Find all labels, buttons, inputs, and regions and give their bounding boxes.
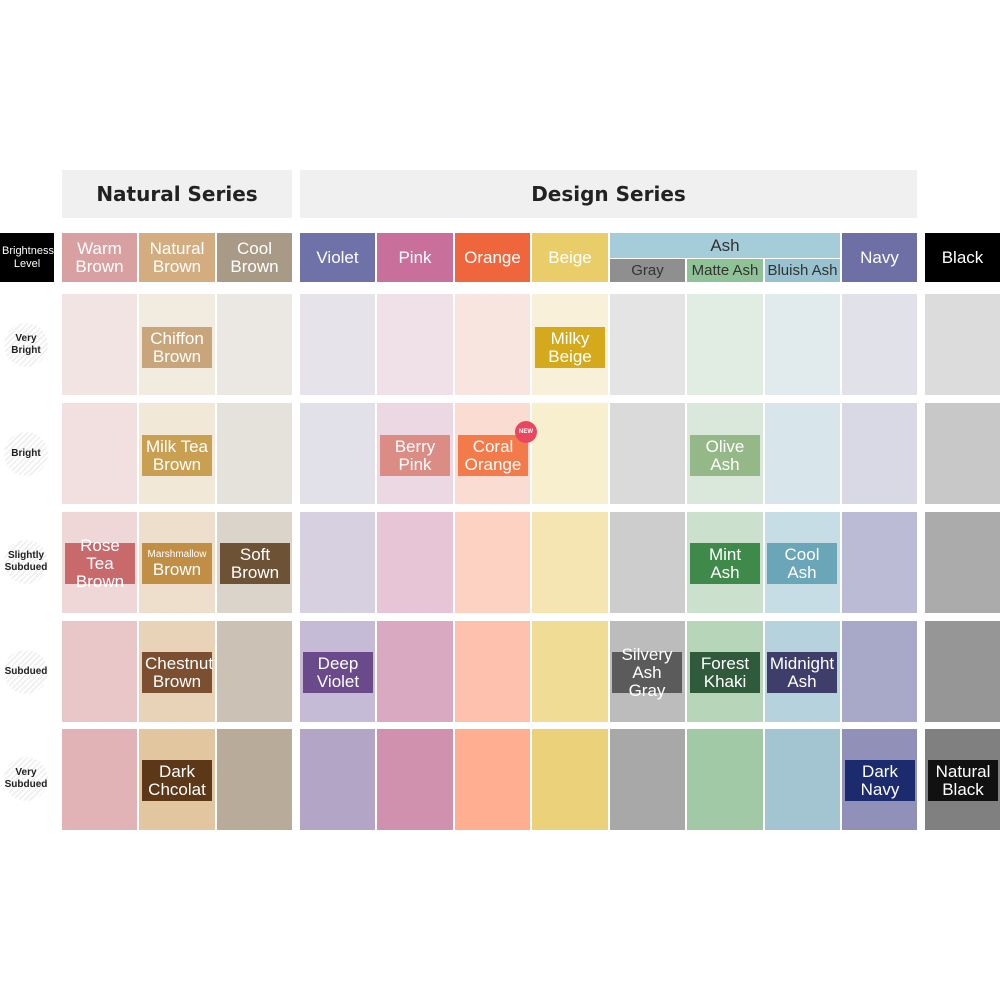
cell-pink-subdued — [377, 621, 453, 722]
shade-midnight-ash[interactable]: Midnight Ash — [767, 652, 837, 693]
shade-chestnut-brown[interactable]: Chestnut Brown — [142, 652, 213, 693]
cell-gray-very-subdued — [610, 729, 685, 830]
shade-soft-brown[interactable]: Soft Brown — [220, 543, 290, 584]
column-header-matte-ash: Matte Ash — [687, 259, 763, 282]
cell-beige-very-subdued — [532, 729, 608, 830]
column-header-gray: Gray — [610, 259, 685, 282]
cell-black-bright — [925, 403, 1000, 504]
cell-orange-subdued — [455, 621, 530, 722]
cell-black-slightly-subdued — [925, 512, 1000, 613]
shade-natural-black[interactable]: Natural Black — [928, 760, 998, 801]
cell-bluish-ash-very-subdued — [765, 729, 840, 830]
cell-navy-bright — [842, 403, 917, 504]
cell-orange-very-subdued — [455, 729, 530, 830]
column-header-navy: Navy — [842, 233, 917, 282]
shade-berry-pink[interactable]: Berry Pink — [380, 435, 450, 476]
brightness-level-header: Brightness Level — [0, 233, 54, 282]
column-header-natural-brown: Natural Brown — [139, 233, 215, 282]
shade-mint-ash[interactable]: Mint Ash — [690, 543, 760, 584]
design-series-header: Design Series — [300, 170, 917, 218]
cell-violet-bright — [300, 403, 375, 504]
cell-orange-very-bright — [455, 294, 530, 395]
column-header-ash: Ash — [610, 233, 840, 258]
row-label-very-bright: Very Bright — [4, 323, 48, 367]
column-header-violet: Violet — [300, 233, 375, 282]
cell-bluish-ash-very-bright — [765, 294, 840, 395]
shade-milk-tea-brown[interactable]: Milk Tea Brown — [142, 435, 212, 476]
cell-bluish-ash-bright — [765, 403, 840, 504]
cell-beige-slightly-subdued — [532, 512, 608, 613]
cell-pink-very-bright — [377, 294, 453, 395]
shade-rose-tea-brown[interactable]: Rose Tea Brown — [65, 536, 135, 590]
cell-matte-ash-very-bright — [687, 294, 763, 395]
cell-warm-brown-very-subdued — [62, 729, 137, 830]
shade-dark-chcolat[interactable]: Dark Chcolat — [142, 760, 212, 801]
shade-olive-ash[interactable]: Olive Ash — [690, 435, 760, 476]
cell-navy-subdued — [842, 621, 917, 722]
cell-orange-slightly-subdued — [455, 512, 530, 613]
row-label-very-subdued: Very Subdued — [4, 757, 48, 801]
cell-black-very-bright — [925, 294, 1000, 395]
cell-violet-very-subdued — [300, 729, 375, 830]
cell-warm-brown-very-bright — [62, 294, 137, 395]
cell-violet-slightly-subdued — [300, 512, 375, 613]
column-header-cool-brown: Cool Brown — [217, 233, 292, 282]
cell-black-subdued — [925, 621, 1000, 722]
shade-dark-navy[interactable]: Dark Navy — [845, 760, 915, 801]
cell-cool-brown-bright — [217, 403, 292, 504]
cell-gray-bright — [610, 403, 685, 504]
shade-forest-khaki[interactable]: Forest Khaki — [690, 652, 760, 693]
shade-coral-orange[interactable]: Coral Orange — [458, 435, 528, 476]
column-header-bluish-ash: Bluish Ash — [765, 259, 840, 282]
cell-cool-brown-very-subdued — [217, 729, 292, 830]
natural-series-header: Natural Series — [62, 170, 292, 218]
cell-cool-brown-subdued — [217, 621, 292, 722]
shade-marshmallow-brown[interactable]: Marshmallow Brown — [142, 543, 212, 584]
cell-matte-ash-very-subdued — [687, 729, 763, 830]
cell-warm-brown-bright — [62, 403, 137, 504]
shade-chiffon-brown[interactable]: Chiffon Brown — [142, 327, 212, 368]
shade-silvery-ash-gray[interactable]: Silvery Ash Gray — [612, 645, 682, 699]
cell-pink-very-subdued — [377, 729, 453, 830]
shade-cool-ash[interactable]: Cool Ash — [767, 543, 837, 584]
cell-warm-brown-subdued — [62, 621, 137, 722]
cell-beige-subdued — [532, 621, 608, 722]
cell-navy-very-bright — [842, 294, 917, 395]
shade-deep-violet[interactable]: Deep Violet — [303, 652, 373, 693]
new-badge: NEW — [515, 421, 537, 443]
cell-pink-slightly-subdued — [377, 512, 453, 613]
cell-violet-very-bright — [300, 294, 375, 395]
row-label-slightly-subdued: Slightly Subdued — [4, 540, 48, 584]
cell-gray-very-bright — [610, 294, 685, 395]
cell-gray-slightly-subdued — [610, 512, 685, 613]
column-header-pink: Pink — [377, 233, 453, 282]
row-label-bright: Bright — [4, 432, 48, 476]
cell-cool-brown-very-bright — [217, 294, 292, 395]
column-header-black: Black — [925, 233, 1000, 282]
column-header-warm-brown: Warm Brown — [62, 233, 137, 282]
cell-beige-bright — [532, 403, 608, 504]
column-header-orange: Orange — [455, 233, 530, 282]
row-label-subdued: Subdued — [4, 650, 48, 694]
cell-navy-slightly-subdued — [842, 512, 917, 613]
shade-milky-beige[interactable]: Milky Beige — [535, 327, 605, 368]
column-header-beige: Beige — [532, 233, 608, 282]
